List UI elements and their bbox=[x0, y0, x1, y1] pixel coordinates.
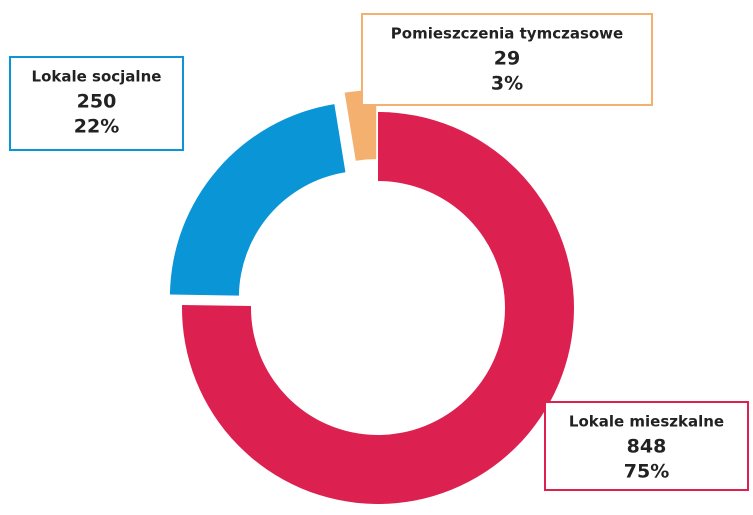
slice-value: 250 bbox=[77, 91, 117, 113]
donut-slice bbox=[169, 104, 346, 296]
slice-percent: 3% bbox=[491, 73, 523, 95]
donut-slice bbox=[344, 90, 377, 161]
slice-name: Lokale mieszkalne bbox=[569, 413, 724, 431]
donut-slice bbox=[182, 112, 575, 504]
slice-name: Lokale socjalne bbox=[32, 68, 162, 86]
label-box bbox=[361, 13, 653, 106]
slice-percent: 75% bbox=[624, 461, 669, 483]
label-box bbox=[9, 56, 184, 151]
slice-name: Pomieszczenia tymczasowe bbox=[391, 25, 623, 43]
slice-percent: 22% bbox=[74, 116, 119, 138]
slice-value: 848 bbox=[627, 436, 667, 458]
label-box bbox=[544, 401, 749, 491]
slice-value: 29 bbox=[494, 48, 520, 70]
